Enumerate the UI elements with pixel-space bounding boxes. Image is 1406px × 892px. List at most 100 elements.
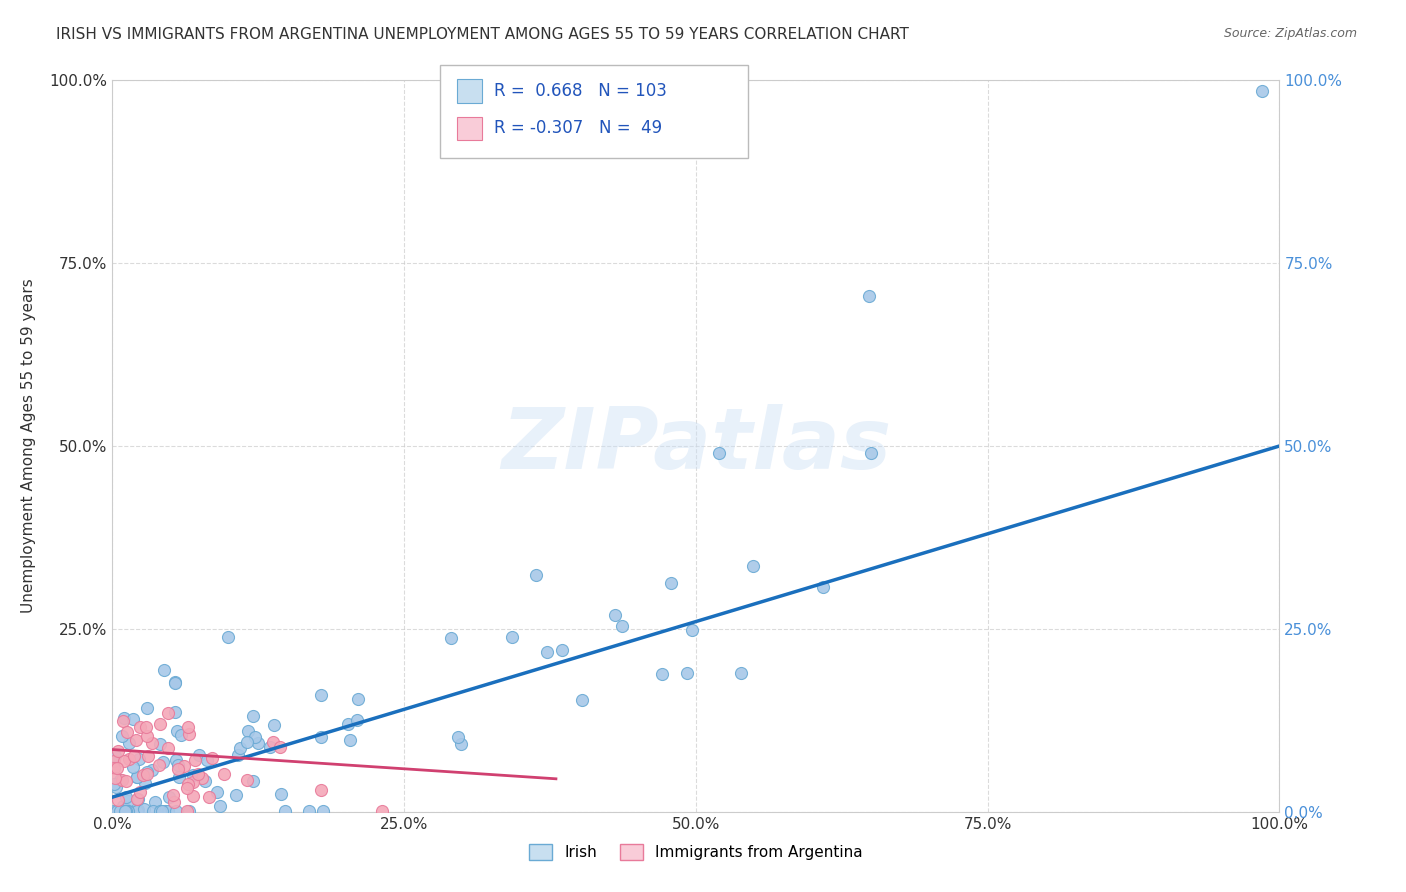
Point	[183, 789, 205, 804]
Point	[612, 619, 634, 633]
Point	[681, 624, 703, 638]
Point	[177, 720, 200, 734]
Point	[149, 804, 172, 818]
Point	[104, 771, 127, 785]
Point	[103, 777, 125, 791]
Point	[112, 754, 135, 768]
Point	[447, 731, 470, 745]
Point	[149, 717, 172, 731]
Point	[181, 768, 204, 782]
Point	[115, 804, 138, 818]
Point	[501, 630, 523, 644]
Point	[274, 804, 297, 818]
Point	[571, 693, 593, 707]
Point	[136, 764, 159, 779]
Point	[187, 747, 209, 762]
Point	[136, 729, 159, 743]
Point	[169, 728, 191, 742]
Point	[551, 643, 574, 657]
Point	[135, 700, 157, 714]
Text: ZIPatlas: ZIPatlas	[501, 404, 891, 488]
Point	[1251, 84, 1274, 98]
Point	[730, 665, 752, 680]
Point	[114, 804, 136, 818]
Point	[107, 793, 129, 807]
Point	[127, 803, 149, 817]
Legend: Irish, Immigrants from Argentina: Irish, Immigrants from Argentina	[523, 838, 869, 866]
Point	[201, 751, 224, 765]
Point	[165, 804, 187, 818]
Point	[103, 755, 125, 769]
Point	[205, 785, 228, 799]
Point	[157, 706, 180, 721]
Point	[134, 802, 156, 816]
Point	[127, 770, 149, 784]
Point	[440, 631, 463, 645]
Point	[122, 712, 145, 726]
Point	[346, 691, 368, 706]
Point	[143, 795, 166, 809]
Point	[136, 766, 159, 780]
Point	[110, 804, 132, 818]
Point	[115, 774, 138, 789]
Point	[103, 804, 125, 818]
Point	[132, 768, 155, 782]
Point	[129, 720, 152, 734]
Point	[226, 748, 249, 763]
Point	[103, 761, 125, 775]
Point	[166, 724, 188, 739]
Point	[136, 748, 159, 763]
Point	[236, 735, 259, 749]
Point	[121, 760, 143, 774]
Point	[181, 775, 204, 789]
Point	[134, 775, 156, 789]
Point	[245, 731, 267, 745]
Point	[269, 740, 291, 755]
Point	[165, 675, 187, 690]
Point	[187, 766, 209, 780]
Point	[125, 770, 148, 784]
Point	[191, 771, 214, 785]
Point	[197, 753, 219, 767]
Point	[346, 713, 368, 727]
Point	[162, 788, 184, 802]
Point	[167, 762, 190, 776]
Point	[176, 780, 198, 795]
Point	[236, 773, 259, 788]
Point	[179, 726, 201, 740]
Point	[309, 689, 332, 703]
Text: R = -0.307   N =  49: R = -0.307 N = 49	[494, 120, 662, 137]
Point	[111, 714, 134, 728]
Point	[110, 729, 132, 743]
Point	[163, 705, 186, 719]
Point	[114, 804, 136, 818]
Point	[659, 576, 682, 591]
Point	[524, 568, 547, 582]
Point	[114, 790, 136, 805]
Point	[125, 804, 148, 818]
Point	[858, 289, 880, 303]
Point	[536, 645, 558, 659]
Point	[742, 559, 765, 574]
Point	[128, 752, 150, 766]
Point	[236, 723, 259, 738]
Point	[259, 740, 281, 755]
Point	[246, 736, 269, 750]
Point	[104, 780, 127, 794]
Point	[149, 738, 172, 752]
Point	[811, 580, 834, 594]
Point	[117, 794, 139, 808]
Point	[122, 748, 145, 763]
Point	[157, 740, 180, 755]
Point	[165, 753, 187, 767]
Point	[309, 730, 332, 744]
Point	[173, 758, 195, 772]
Point	[115, 803, 138, 817]
Point	[651, 666, 673, 681]
Point	[118, 735, 141, 749]
Point	[167, 757, 190, 772]
Point	[118, 752, 141, 766]
Point	[242, 708, 264, 723]
Point	[153, 663, 176, 677]
Point	[337, 717, 360, 731]
